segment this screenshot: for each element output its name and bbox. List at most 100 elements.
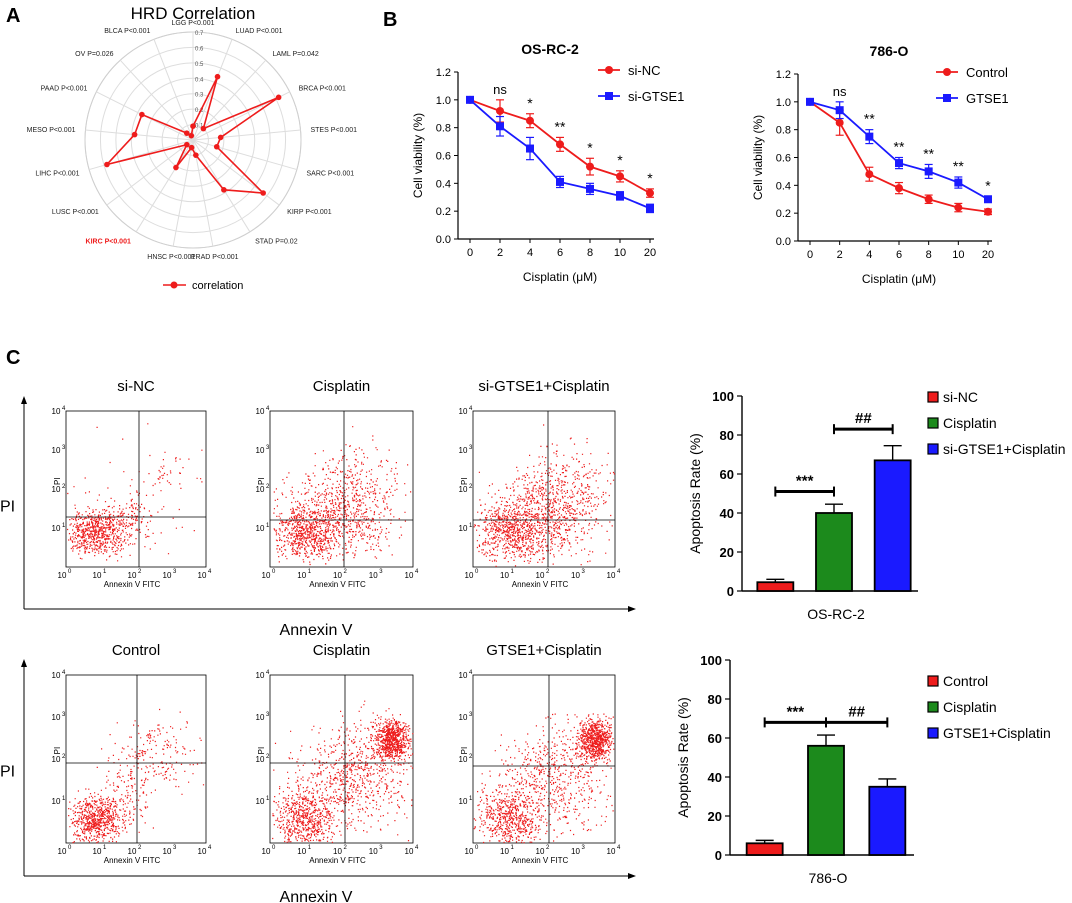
radar-category-label: HNSC P<0.001 — [147, 254, 195, 261]
flow-y-tick-label: 10 — [459, 755, 468, 764]
y-tick-label: 60 — [708, 731, 722, 746]
flow-plot-frame — [472, 674, 616, 844]
chart-title: 786-O — [870, 43, 909, 59]
y-tick-label: 0.2 — [776, 208, 791, 220]
flow-plot-ylabel: PI — [53, 747, 62, 755]
flow-x-tick-label: 10 — [198, 847, 207, 856]
outer-y-arrow — [21, 659, 27, 667]
legend-swatch — [927, 391, 939, 403]
flow-y-tick-label: 10 — [52, 713, 61, 722]
data-point — [954, 203, 963, 212]
significance-label: ** — [555, 118, 566, 134]
flow-x-tick-label: 10 — [500, 571, 509, 580]
flow-y-tick-exponent: 2 — [469, 754, 473, 760]
flow-plot-ylabel: PI — [460, 747, 469, 755]
flow-x-tick-label: 10 — [297, 571, 306, 580]
flow-x-tick-exponent: 1 — [511, 569, 515, 575]
flow-x-tick-exponent: 4 — [208, 845, 212, 851]
flow-panel-title: si-GTSE1+Cisplatin — [478, 378, 609, 395]
radar-point — [173, 164, 179, 171]
flow-x-tick-label: 10 — [465, 847, 474, 856]
legend-label: GTSE1+Cisplatin — [943, 725, 1051, 741]
y-tick-label: 100 — [700, 653, 722, 668]
x-tick-label: 2 — [497, 247, 503, 259]
y-tick-label: 0.0 — [776, 236, 791, 248]
data-point — [806, 97, 814, 106]
flow-y-tick-exponent: 1 — [62, 523, 66, 529]
flow-x-tick-exponent: 2 — [344, 569, 348, 575]
data-point — [835, 106, 844, 115]
flow-x-tick-exponent: 1 — [308, 569, 312, 575]
significance-label: ## — [848, 703, 865, 720]
outer-y-arrow — [21, 396, 27, 404]
x-tick-label: 20 — [982, 249, 994, 261]
flow-y-tick-exponent: 2 — [62, 754, 66, 760]
radar-spoke — [192, 129, 301, 141]
legend-label: Cisplatin — [943, 699, 997, 715]
data-point — [616, 191, 624, 200]
significance-label: ** — [953, 158, 964, 174]
flow-y-tick-exponent: 3 — [62, 445, 66, 451]
data-point — [646, 189, 654, 198]
significance-label: ns — [833, 84, 847, 99]
y-tick-label: 0.0 — [436, 234, 451, 246]
flow-plot-frame — [65, 674, 207, 844]
data-point — [496, 106, 504, 115]
legend-swatch — [927, 417, 939, 429]
flow-x-tick-label: 10 — [58, 571, 67, 580]
legend-marker — [943, 68, 951, 76]
data-point — [586, 184, 594, 193]
radar-category-label: LUSC P<0.001 — [52, 209, 99, 216]
flow-x-tick-exponent: 4 — [208, 569, 212, 575]
x-tick-label: 6 — [896, 249, 902, 261]
flow-y-tick-label: 10 — [52, 407, 61, 416]
x-axis-label: 786-O — [809, 870, 848, 886]
flow-x-tick-label: 10 — [500, 847, 509, 856]
legend-label: GTSE1 — [966, 91, 1009, 106]
data-point — [865, 170, 874, 179]
flow-x-tick-label: 10 — [297, 847, 306, 856]
radar-point — [139, 111, 145, 118]
x-tick-label: 4 — [866, 249, 872, 261]
radar-category-label: SARC P<0.001 — [306, 170, 354, 177]
radar-ring-label: 0.6 — [195, 46, 204, 52]
flow-y-tick-label: 10 — [256, 407, 265, 416]
y-tick-label: 0 — [727, 584, 734, 599]
radar-category-label: LUAD P<0.001 — [236, 28, 283, 35]
data-point — [865, 132, 874, 141]
legend-swatch — [927, 701, 939, 713]
radar-point — [221, 187, 227, 193]
bar — [868, 785, 907, 856]
legend-label: Cisplatin — [943, 415, 997, 431]
radar-title: HRD Correlation — [131, 4, 256, 23]
flow-y-tick-label: 10 — [459, 407, 468, 416]
radar-spoke — [192, 139, 280, 206]
data-point — [984, 207, 992, 216]
legend-label: Control — [943, 673, 988, 689]
radar-point — [131, 131, 138, 138]
flow-y-tick-label: 10 — [459, 713, 468, 722]
legend-label: si-GTSE1+Cisplatin — [943, 441, 1066, 457]
x-tick-label: 2 — [837, 249, 843, 261]
radar-point — [200, 125, 207, 132]
flow-y-tick-label: 10 — [52, 485, 61, 494]
flow-x-tick-label: 10 — [262, 571, 271, 580]
flow-y-tick-exponent: 2 — [266, 484, 270, 490]
flow-y-tick-label: 10 — [256, 524, 265, 533]
flow-y-tick-exponent: 1 — [62, 796, 66, 802]
radar-category-label: LGG P<0.001 — [171, 20, 214, 27]
flow-y-tick-exponent: 2 — [266, 754, 270, 760]
y-tick-label: 1.0 — [776, 97, 791, 109]
radar-ring-label: 0.1 — [195, 124, 204, 130]
significance-label: * — [647, 170, 653, 186]
flow-y-tick-exponent: 3 — [469, 712, 473, 718]
flow-x-tick-label: 10 — [571, 847, 580, 856]
flow-y-tick-exponent: 3 — [62, 712, 66, 718]
x-tick-label: 10 — [614, 247, 626, 259]
flow-x-tick-exponent: 0 — [68, 845, 72, 851]
y-tick-label: 0.4 — [776, 180, 791, 192]
flow-y-tick-label: 10 — [256, 671, 265, 680]
data-point — [556, 140, 564, 149]
legend-marker — [943, 94, 951, 102]
